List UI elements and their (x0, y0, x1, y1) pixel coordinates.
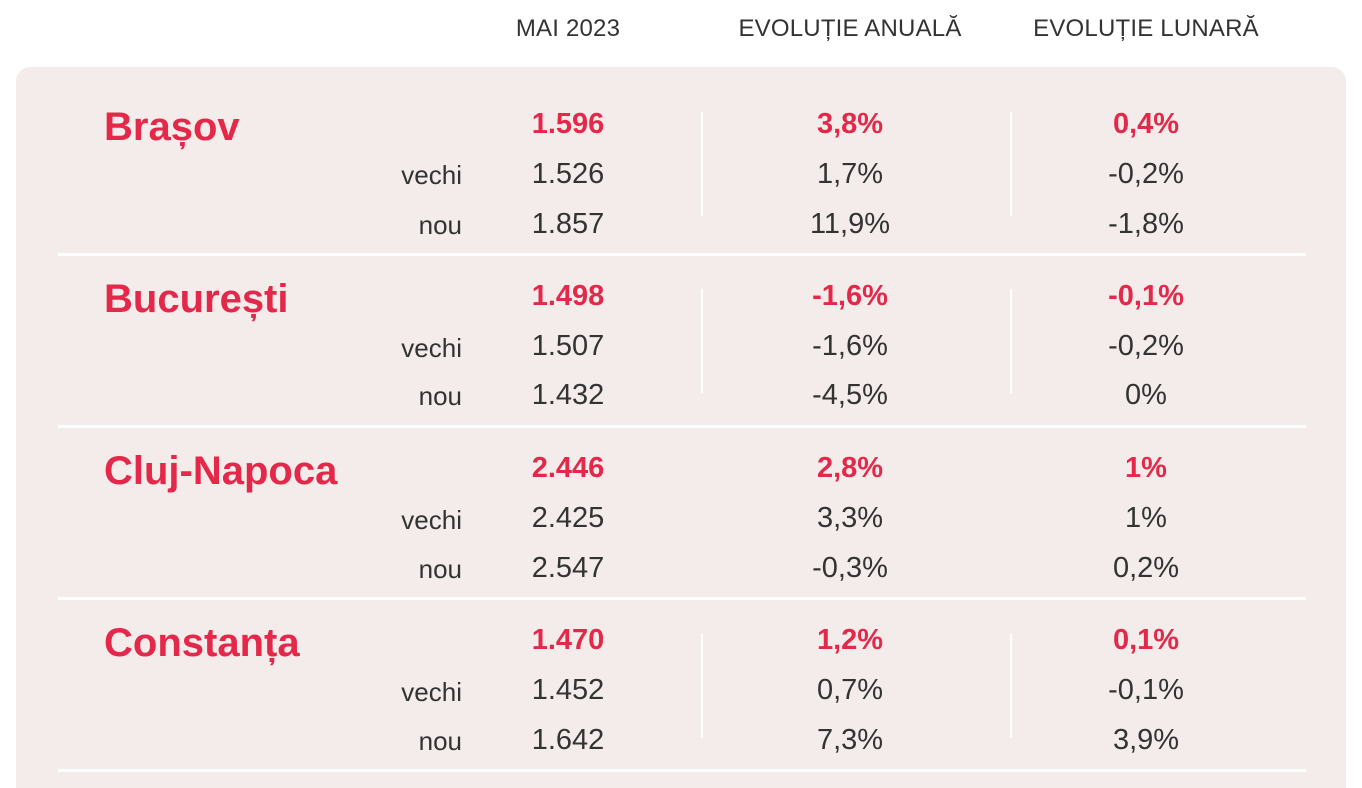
row-label-vechi: vechi (401, 677, 462, 707)
header-evolutie-lunara: EVOLUȚIE LUNARĂ (1033, 15, 1259, 42)
column-divider (701, 289, 703, 393)
value-monthly: 0,1% (1112, 624, 1180, 656)
row-label-vechi: vechi (401, 160, 462, 190)
city-block (58, 84, 1306, 256)
header-evolutie-anuala: EVOLUȚIE ANUALĂ (738, 15, 962, 42)
value-annual: 1,2% (816, 624, 884, 656)
city-name: Constanța (104, 621, 300, 665)
value-annual: -1,6% (812, 280, 888, 312)
value-old-annual: -1,6% (812, 330, 888, 362)
value-old-annual: 1,7% (816, 158, 884, 190)
value-new-monthly: 0,2% (1112, 552, 1180, 584)
column-divider (1010, 112, 1012, 216)
column-divider (1010, 634, 1012, 738)
value-old: 1.507 (531, 330, 605, 362)
value-total: 1.470 (531, 624, 605, 656)
value-total: 1.596 (531, 108, 605, 140)
section-divider (58, 425, 1306, 428)
value-old-monthly: -0,2% (1108, 330, 1184, 362)
row-label-vechi: vechi (401, 505, 462, 535)
value-old-monthly: -0,2% (1108, 158, 1184, 190)
value-old: 2.425 (531, 502, 605, 534)
value-total: 1.498 (531, 280, 605, 312)
row-label-nou: nou (418, 381, 462, 411)
value-new-annual: -0,3% (812, 552, 888, 584)
value-monthly: 0,4% (1112, 108, 1180, 140)
row-label-nou: nou (418, 726, 462, 756)
value-old-monthly: 1% (1125, 502, 1167, 534)
value-new-monthly: 3,9% (1112, 724, 1180, 756)
column-divider (701, 634, 703, 738)
column-divider (701, 112, 703, 216)
value-new-annual: 11,9% (809, 208, 891, 240)
value-monthly: -0,1% (1108, 280, 1184, 312)
city-name: Cluj-Napoca (104, 449, 338, 493)
value-old: 1.526 (531, 158, 605, 190)
section-divider (58, 253, 1306, 256)
value-new-monthly: 0% (1125, 379, 1167, 411)
value-old: 1.452 (531, 674, 605, 706)
city-name: București (104, 277, 289, 321)
value-new-monthly: -1,8% (1108, 208, 1184, 240)
value-annual: 3,8% (816, 108, 884, 140)
city-block (58, 428, 1306, 600)
value-total: 2.446 (531, 452, 605, 484)
city-block (58, 256, 1306, 428)
value-old-annual: 0,7% (816, 674, 884, 706)
value-monthly: 1% (1125, 452, 1167, 484)
column-divider (1010, 289, 1012, 393)
section-divider (58, 597, 1306, 600)
value-new: 1.642 (531, 724, 605, 756)
value-new-annual: 7,3% (816, 724, 884, 756)
city-block (58, 600, 1306, 772)
section-divider (58, 769, 1306, 772)
header-mai-2023: MAI 2023 (515, 15, 621, 42)
row-label-nou: nou (418, 210, 462, 240)
value-new: 1.432 (531, 379, 605, 411)
value-old-monthly: -0,1% (1108, 674, 1184, 706)
value-new: 1.857 (531, 208, 605, 240)
value-old-annual: 3,3% (816, 502, 884, 534)
row-label-vechi: vechi (401, 333, 462, 363)
city-name: Brașov (104, 105, 240, 149)
row-label-nou: nou (418, 554, 462, 584)
value-new-annual: -4,5% (812, 379, 888, 411)
value-annual: 2,8% (816, 452, 884, 484)
value-new: 2.547 (531, 552, 605, 584)
